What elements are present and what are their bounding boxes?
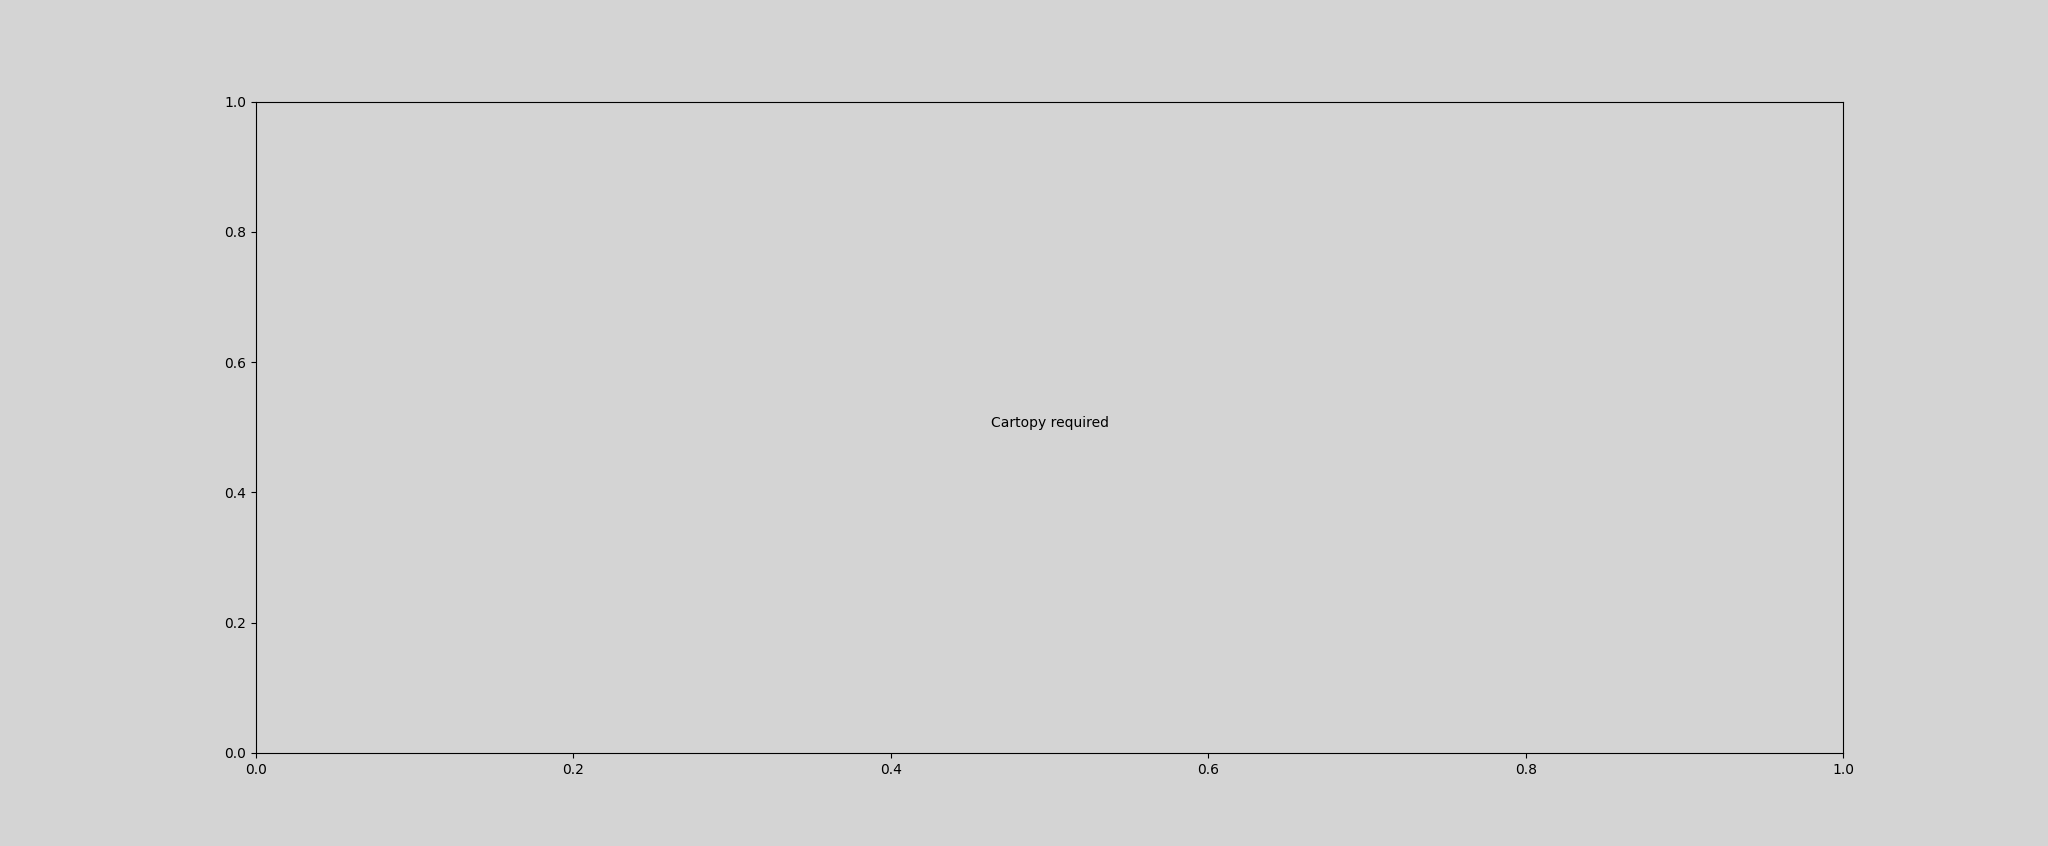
Text: Cartopy required: Cartopy required <box>991 416 1108 431</box>
